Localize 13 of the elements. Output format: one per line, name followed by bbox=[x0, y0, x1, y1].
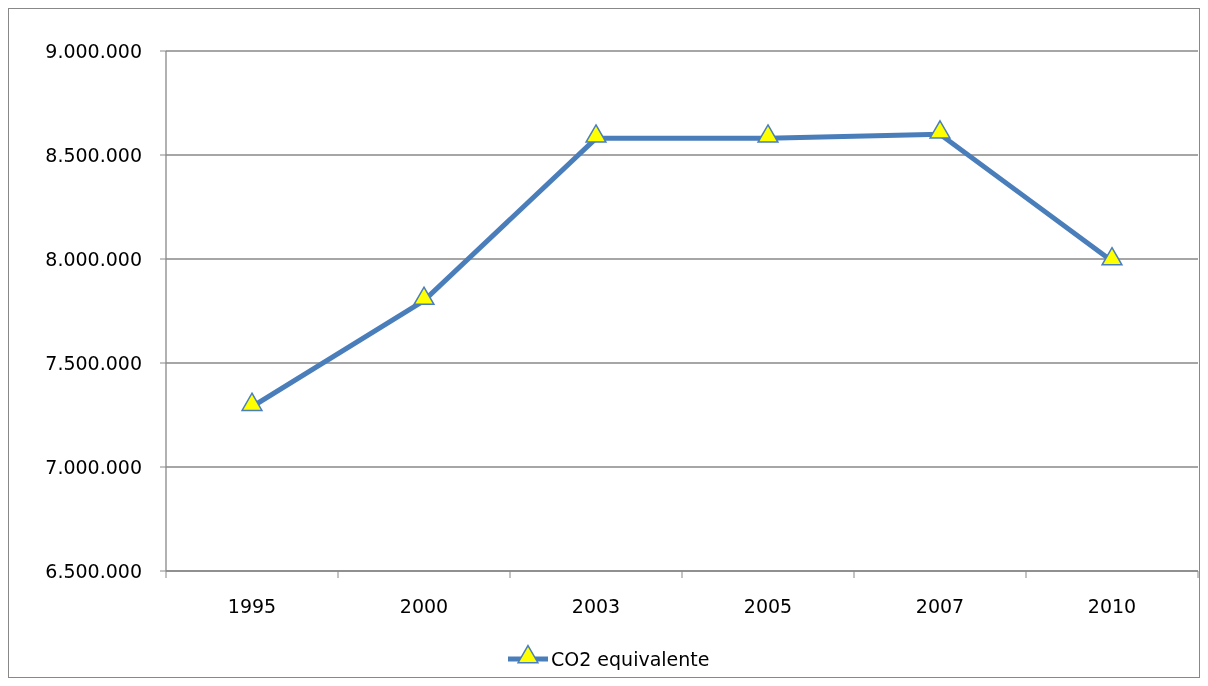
x-tick-label: 2000 bbox=[399, 595, 449, 617]
legend-label: CO2 equivalente bbox=[551, 647, 710, 670]
x-tick-label: 1995 bbox=[227, 595, 277, 617]
y-tick-label: 7.500.000 bbox=[45, 351, 142, 374]
y-tick-label: 8.000.000 bbox=[45, 247, 142, 270]
y-tick-label: 9.000.000 bbox=[45, 39, 142, 62]
x-tick-label: 2005 bbox=[743, 595, 793, 617]
x-tick-label: 2010 bbox=[1087, 595, 1137, 617]
y-tick-label: 7.000.000 bbox=[45, 455, 142, 478]
y-tick-label: 8.500.000 bbox=[45, 143, 142, 166]
y-tick-label: 6.500.000 bbox=[45, 559, 142, 582]
x-tick-label: 2007 bbox=[915, 595, 965, 617]
x-tick-label: 2003 bbox=[571, 595, 621, 617]
